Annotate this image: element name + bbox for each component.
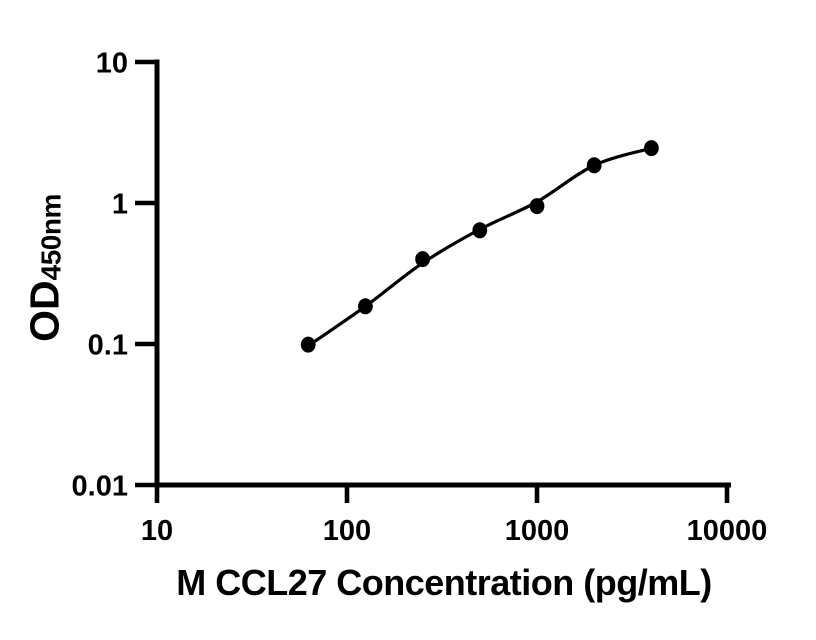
data-point (300, 336, 316, 353)
data-point (586, 157, 602, 174)
y-tick-label: 0.01 (72, 470, 128, 502)
data-point (644, 140, 659, 157)
x-axis-ticks (154, 485, 730, 503)
y-axis-title-subscript: 450nm (35, 194, 67, 281)
y-axis: 10 1 0.1 0.01 (72, 47, 160, 502)
y-tick-label: 0.1 (88, 329, 128, 361)
x-tick-label: 100 (323, 515, 371, 547)
x-axis: 10 100 1000 10000 (141, 482, 767, 547)
x-axis-tick-labels: 10 100 1000 10000 (141, 515, 767, 547)
x-tick-label: 10000 (687, 515, 768, 547)
y-axis-title-main: OD (21, 280, 68, 342)
y-axis-ticks (135, 59, 157, 488)
data-point (472, 222, 488, 239)
x-tick-label: 1000 (505, 515, 570, 547)
y-axis-tick-labels: 10 1 0.1 0.01 (72, 47, 128, 502)
fit-curve-line (306, 146, 653, 348)
x-tick-label: 10 (141, 515, 173, 547)
y-tick-label: 10 (96, 47, 128, 79)
data-points (300, 140, 659, 353)
data-point (358, 298, 373, 315)
data-point (415, 251, 430, 268)
x-axis-title: M CCL27 Concentration (pg/mL) (176, 562, 712, 603)
y-axis-title: OD450nm (21, 194, 68, 342)
y-tick-label: 1 (112, 188, 128, 220)
data-point (529, 198, 545, 215)
